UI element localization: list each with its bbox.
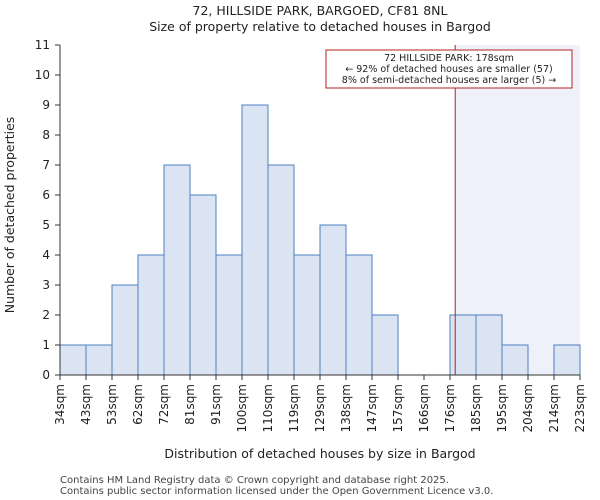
x-tick-label-204sqm: 204sqm — [521, 384, 535, 432]
footer-line-2: Contains public sector information licen… — [60, 486, 493, 497]
bar-138sqm — [345, 254, 373, 376]
x-tick-label-223sqm: 223sqm — [573, 384, 587, 432]
bar-53sqm — [111, 284, 139, 376]
bar-214sqm — [553, 344, 581, 376]
bar-72sqm — [163, 164, 191, 376]
x-tick-label-176sqm: 176sqm — [443, 384, 457, 432]
x-tick-label-185sqm: 185sqm — [469, 384, 483, 432]
x-tick-label-157sqm: 157sqm — [391, 384, 405, 432]
x-tick-label-91sqm: 91sqm — [209, 384, 223, 425]
y-tick-label-6: 6 — [42, 188, 50, 202]
y-tick-label-7: 7 — [42, 158, 50, 172]
bar-100sqm — [241, 104, 269, 376]
y-tick-label-9: 9 — [42, 98, 50, 112]
x-tick-label-62sqm: 62sqm — [131, 384, 145, 425]
y-tick-label-0: 0 — [42, 368, 50, 382]
x-tick-label-53sqm: 53sqm — [105, 384, 119, 425]
y-ticks-layer: 0 1 2 3 4 5 6 7 8 9 10 11 — [35, 38, 60, 382]
bar-176sqm — [449, 314, 477, 376]
y-tick-label-5: 5 — [42, 218, 50, 232]
annotation-line-2: ← 92% of detached houses are smaller (57… — [345, 64, 552, 75]
x-tick-label-195sqm: 195sqm — [495, 384, 509, 432]
annotation-line-3: 8% of semi-detached houses are larger (5… — [342, 75, 556, 86]
annotation-line-1: 72 HILLSIDE PARK: 178sqm — [384, 53, 514, 64]
bar-110sqm — [267, 164, 295, 376]
y-tick-label-2: 2 — [42, 308, 50, 322]
y-tick-label-8: 8 — [42, 128, 50, 142]
x-tick-label-166sqm: 166sqm — [417, 384, 431, 432]
y-axis-label: Number of detached properties — [2, 117, 17, 314]
y-tick-label-3: 3 — [42, 278, 50, 292]
bar-91sqm — [215, 254, 243, 376]
annotation-box: 72 HILLSIDE PARK: 178sqm ← 92% of detach… — [325, 49, 573, 89]
chart-subtitle: Size of property relative to detached ho… — [149, 19, 491, 34]
x-ticks-layer: 34sqm 43sqm 53sqm 62sqm 72sqm 81sqm 91sqm 100sq… — [53, 375, 587, 432]
x-tick-label-119sqm: 119sqm — [287, 384, 301, 432]
x-tick-label-214sqm: 214sqm — [547, 384, 561, 432]
annotation-border — [325, 49, 573, 89]
bar-43sqm — [85, 344, 113, 376]
footer-line-1: Contains HM Land Registry data © Crown c… — [60, 475, 449, 486]
x-tick-label-138sqm: 138sqm — [339, 384, 353, 432]
y-tick-label-11: 11 — [35, 38, 50, 52]
x-tick-label-129sqm: 129sqm — [313, 384, 327, 432]
y-tick-label-4: 4 — [42, 248, 50, 262]
bar-62sqm — [137, 254, 165, 376]
x-tick-label-72sqm: 72sqm — [157, 384, 171, 425]
x-axis-label: Distribution of detached houses by size … — [164, 446, 475, 461]
bar-147sqm — [371, 314, 399, 376]
x-tick-label-43sqm: 43sqm — [79, 384, 93, 425]
bar-119sqm — [293, 254, 321, 376]
x-tick-label-34sqm: 34sqm — [53, 384, 67, 425]
bar-34sqm — [59, 344, 87, 376]
bar-129sqm — [319, 224, 347, 376]
bar-81sqm — [189, 194, 217, 376]
x-tick-label-110sqm: 110sqm — [261, 384, 275, 432]
x-tick-label-147sqm: 147sqm — [365, 384, 379, 432]
y-tick-label-10: 10 — [35, 68, 50, 82]
bar-185sqm — [475, 314, 503, 376]
chart-title: 72, HILLSIDE PARK, BARGOED, CF81 8NL — [193, 3, 448, 18]
y-tick-label-1: 1 — [42, 338, 50, 352]
x-tick-label-100sqm: 100sqm — [235, 384, 249, 432]
bars-layer — [59, 104, 581, 376]
bar-195sqm — [501, 344, 529, 376]
x-tick-label-81sqm: 81sqm — [183, 384, 197, 425]
